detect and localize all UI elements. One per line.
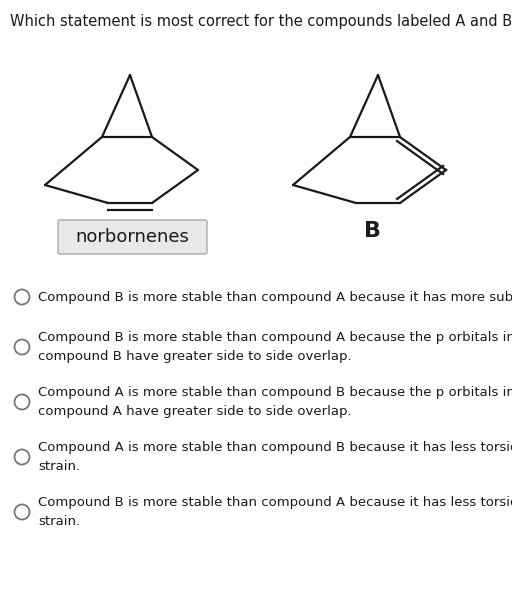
Text: Compound A is more stable than compound B because it has less torsional
strain.: Compound A is more stable than compound …: [38, 441, 512, 473]
Text: Compound B is more stable than compound A because the p orbitals in
compound B h: Compound B is more stable than compound …: [38, 331, 512, 363]
Text: Compound B is more stable than compound A because it has more substituents.: Compound B is more stable than compound …: [38, 290, 512, 303]
Text: Which statement is most correct for the compounds labeled A and B?: Which statement is most correct for the …: [10, 14, 512, 29]
Text: Compound B is more stable than compound A because it has less torsional
strain.: Compound B is more stable than compound …: [38, 496, 512, 528]
Text: Compound A is more stable than compound B because the p orbitals in
compound A h: Compound A is more stable than compound …: [38, 386, 512, 418]
Text: B: B: [364, 221, 380, 241]
Text: norbornenes: norbornenes: [76, 228, 189, 246]
FancyBboxPatch shape: [58, 220, 207, 254]
